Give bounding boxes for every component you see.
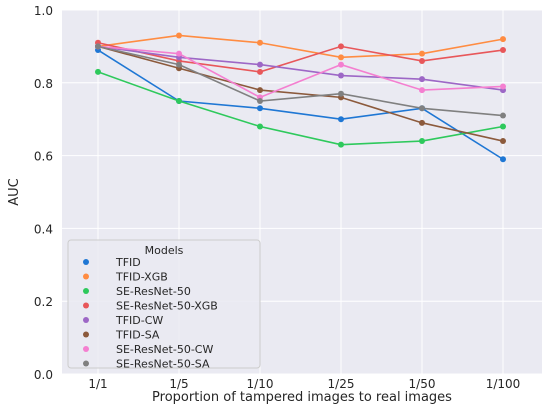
data-point (176, 32, 182, 39)
x-tick-label: 1/10 (247, 377, 274, 391)
data-point (338, 72, 344, 79)
series-line-4 (97, 45, 504, 91)
data-point (176, 98, 182, 104)
legend-label: TFID (115, 256, 141, 269)
series-line-6 (97, 45, 504, 99)
data-point (176, 61, 182, 68)
legend-label: SE-ResNet-50-XGB (116, 300, 218, 313)
data-point (95, 43, 101, 50)
data-point (500, 47, 506, 54)
series-line-5 (97, 45, 504, 142)
legend-marker (83, 317, 89, 323)
legend-title: Models (145, 244, 184, 257)
data-point (338, 90, 344, 97)
data-point (500, 112, 506, 119)
data-point (338, 116, 344, 123)
legend-label: TFID-XGB (115, 271, 168, 284)
data-point (500, 138, 506, 145)
data-point (257, 87, 263, 94)
legend-label: SE-ResNet-50-SA (116, 358, 210, 371)
series-line-2 (97, 71, 504, 146)
legend-box (67, 239, 261, 369)
data-point (338, 61, 344, 68)
data-point (257, 61, 263, 68)
legend-marker (83, 331, 89, 338)
data-point (419, 87, 425, 94)
data-point (419, 105, 425, 112)
series-lines (97, 34, 504, 160)
data-point (338, 54, 344, 61)
legend-marker (83, 273, 89, 280)
data-point (500, 156, 506, 163)
y-tick-label: 1.0 (34, 4, 53, 18)
data-point (500, 123, 506, 130)
data-point (338, 141, 344, 148)
series-line-3 (97, 41, 504, 73)
legend-marker (83, 346, 89, 352)
x-tick-label: 1/5 (169, 377, 188, 391)
y-tick-label: 0.0 (34, 368, 53, 382)
data-point (257, 123, 263, 130)
data-point (419, 119, 425, 126)
y-tick-label: 0.2 (34, 295, 53, 309)
data-point (257, 105, 263, 112)
legend-marker (83, 360, 89, 367)
x-tick-label: 1/25 (328, 377, 355, 391)
series-line-1 (97, 34, 504, 59)
data-point (95, 68, 101, 75)
legend-label: SE-ResNet-50 (116, 285, 191, 298)
legend-marker (83, 302, 89, 309)
data-point (419, 50, 425, 57)
y-tick-label: 0.4 (34, 222, 53, 236)
x-tick-label: 1/1 (88, 377, 107, 391)
legend-label: TFID-CW (115, 314, 163, 327)
y-axis-label: AUC (7, 178, 22, 206)
y-axis-ticks: 0.0 0.2 0.4 0.6 0.8 1.0 (34, 4, 53, 382)
data-point (419, 57, 425, 64)
data-points (95, 32, 506, 163)
data-point (500, 36, 506, 43)
y-tick-label: 0.6 (34, 150, 53, 164)
legend-marker (83, 288, 89, 294)
legend-label: TFID-SA (115, 329, 160, 342)
data-point (419, 76, 425, 83)
data-point (176, 50, 182, 57)
series-line-0 (97, 49, 504, 160)
data-point (257, 39, 263, 46)
x-tick-label: 1/50 (409, 377, 436, 391)
legend-label: SE-ResNet-50-CW (116, 343, 213, 356)
legend-marker (83, 259, 89, 265)
x-axis-ticks: 1/1 1/5 1/10 1/25 1/50 1/100 (88, 377, 520, 391)
data-point (419, 138, 425, 145)
x-tick-label: 1/100 (486, 377, 521, 391)
series-line-7 (97, 45, 504, 117)
y-tick-label: 0.8 (34, 77, 53, 91)
data-point (500, 83, 506, 90)
data-point (338, 43, 344, 50)
data-point (257, 68, 263, 75)
data-point (257, 98, 263, 104)
x-axis-label: Proportion of tampered images to real im… (152, 390, 452, 405)
